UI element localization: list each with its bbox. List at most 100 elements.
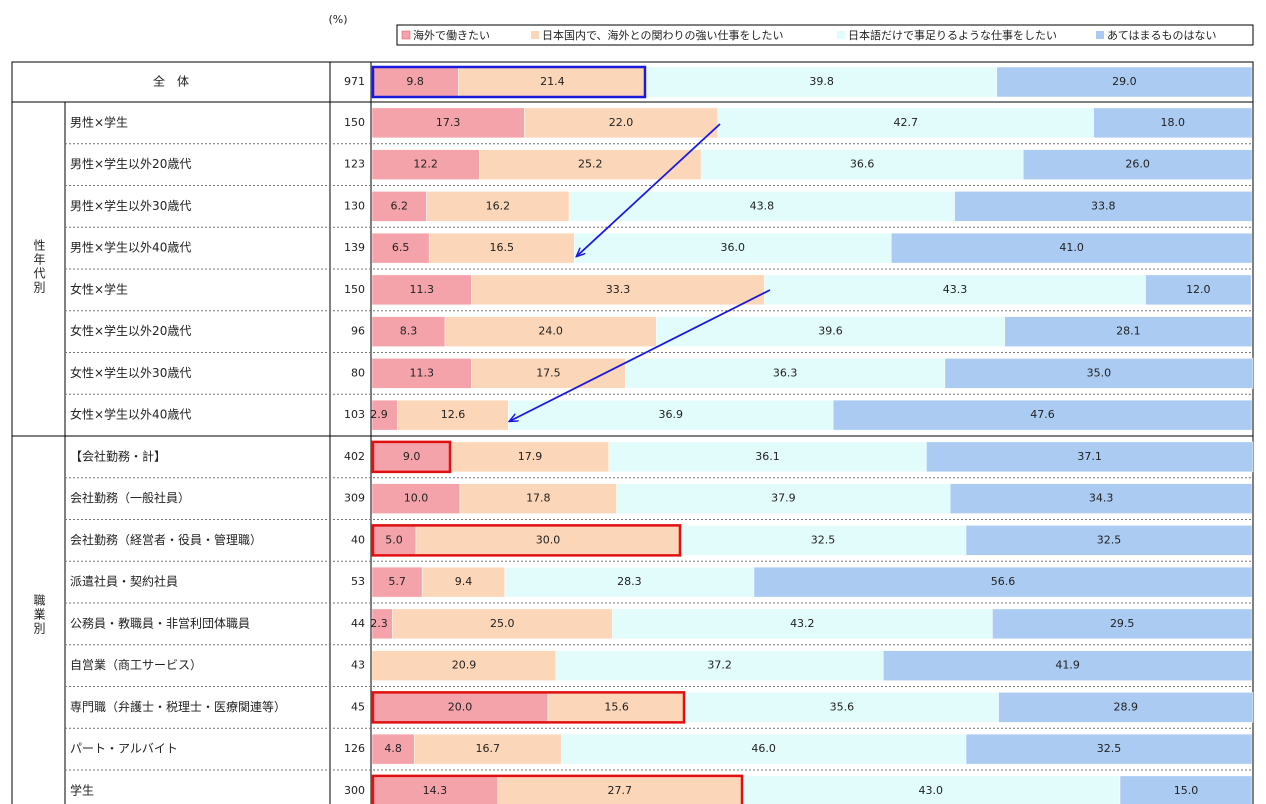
value-label: 9.0 (403, 450, 421, 463)
bar-segment (547, 692, 686, 723)
row-label: 派遣社員・契約社員 (70, 574, 178, 589)
bar-segment (413, 733, 562, 765)
n-value: 126 (344, 742, 365, 755)
row-label: 公務員・教職員・非営利団体職員 (70, 615, 250, 630)
bar-segment (504, 566, 755, 598)
value-label: 16.7 (475, 742, 500, 755)
n-value: 53 (351, 575, 365, 588)
value-label: 11.3 (409, 366, 434, 379)
value-label: 41.9 (1055, 659, 1080, 672)
value-label: 33.8 (1091, 199, 1116, 212)
bar-segment (371, 483, 461, 514)
n-value: 44 (351, 617, 365, 630)
value-label: 20.0 (448, 700, 473, 713)
bar-segment (1145, 274, 1252, 306)
legend-swatch (837, 31, 845, 39)
row-label: パート・アルバイト (70, 742, 178, 756)
legend-swatch (401, 30, 411, 40)
n-value: 43 (351, 659, 365, 672)
bar-segment (1093, 107, 1253, 139)
row-label: 女性×学生以外30歳代 (70, 365, 191, 380)
bar-segment (459, 483, 617, 514)
bar-segment (471, 358, 626, 389)
arrow (577, 123, 721, 256)
group-label: 職業別 (32, 593, 46, 635)
bar-segment (655, 316, 1005, 347)
legend-label: 日本国内で、海外との関わりの強い仕事をしたい (542, 28, 783, 42)
value-label: 5.0 (385, 533, 403, 546)
value-label: 17.3 (436, 116, 461, 129)
value-label: 43.2 (790, 617, 815, 630)
group-label: 性年代別 (32, 239, 46, 295)
n-value: 300 (344, 784, 365, 797)
value-label: 11.3 (409, 283, 434, 296)
highlight-box (371, 774, 744, 804)
bar-segment (371, 107, 525, 139)
value-label: 36.6 (850, 158, 875, 171)
row-label: 女性×学生以外20歳代 (70, 323, 191, 338)
bar-segment (574, 232, 892, 264)
value-label: 39.8 (809, 75, 834, 88)
bar-segment (832, 399, 1253, 431)
bar-segment (450, 441, 609, 473)
value-label: 9.4 (455, 575, 473, 588)
value-label: 14.3 (423, 784, 448, 797)
value-label: 6.5 (392, 241, 410, 254)
value-label: 36.9 (659, 408, 684, 421)
value-label: 32.5 (811, 533, 836, 546)
highlight-box (371, 65, 647, 99)
value-label: 12.6 (441, 408, 466, 421)
bar-segment (371, 358, 472, 389)
value-label: 10.0 (404, 492, 429, 505)
value-label: 37.2 (707, 659, 732, 672)
bar-segment (371, 232, 430, 264)
highlight-box (371, 691, 686, 724)
bar-segment (391, 608, 613, 640)
row-label: 会社勤務（経営者・役員・管理職） (70, 532, 262, 547)
bar-segment (646, 66, 998, 98)
value-label: 43.8 (750, 199, 775, 212)
legend-label: 日本語だけで事足りるような仕事をしたい (848, 28, 1057, 42)
value-label: 2.9 (370, 408, 388, 421)
value-label: 25.0 (490, 617, 515, 630)
n-value: 309 (344, 492, 365, 505)
value-label: 37.1 (1077, 450, 1102, 463)
bar-segment (1004, 316, 1253, 347)
bar-segment (992, 608, 1253, 640)
legend-label: あてはまるものはない (1107, 29, 1217, 42)
value-label: 6.2 (391, 199, 409, 212)
value-label: 16.5 (490, 241, 515, 254)
bar-segment (700, 149, 1024, 180)
unit-label: (%) (328, 13, 347, 26)
legend-swatch (531, 31, 539, 39)
bar-segment (421, 566, 506, 598)
legend-label: 海外で働きたい (413, 28, 490, 42)
row-label: 全 体 (153, 74, 189, 89)
value-label: 29.5 (1110, 617, 1135, 630)
bar-segment (998, 692, 1254, 723)
bar-segment (397, 399, 509, 431)
bar-segment (523, 107, 719, 139)
highlight-box (371, 524, 682, 557)
value-label: 5.7 (388, 575, 406, 588)
bar-segment (568, 191, 955, 222)
n-value: 130 (344, 199, 365, 212)
value-label: 15.6 (604, 700, 629, 713)
row-label: 男性×学生以外20歳代 (70, 156, 191, 171)
bar-segment (685, 692, 999, 723)
n-value: 139 (344, 241, 365, 254)
value-label: 17.8 (526, 492, 551, 505)
value-label: 43.0 (919, 784, 944, 797)
value-label: 27.7 (607, 784, 632, 797)
bar-segment (616, 483, 951, 514)
value-label: 32.5 (1097, 742, 1122, 755)
bar-segment (753, 566, 1253, 598)
bar-segment (371, 733, 415, 765)
value-label: 22.0 (609, 116, 634, 129)
value-label: 17.5 (536, 366, 561, 379)
table-frame (11, 61, 1254, 804)
bar-segment (371, 775, 499, 804)
row-label: 女性×学生 (70, 281, 128, 296)
bar-segment (371, 650, 557, 681)
